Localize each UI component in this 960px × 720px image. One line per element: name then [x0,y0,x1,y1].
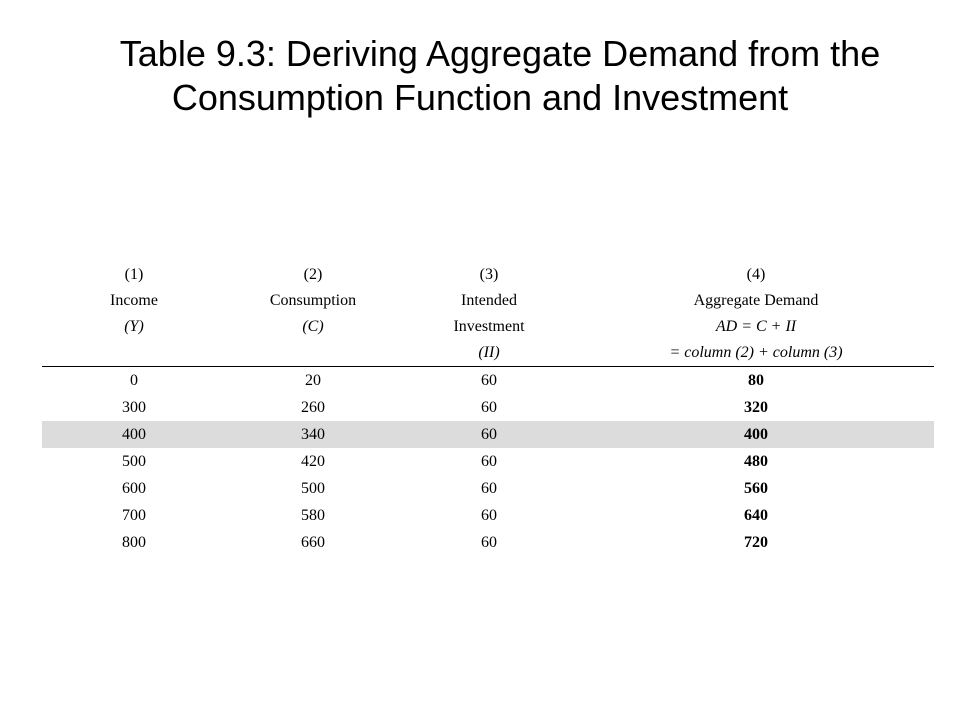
header-income: (1) Income (Y) [42,262,226,367]
header-ad-formula: AD = C + II [715,318,797,335]
cell-consumption: 500 [301,480,325,497]
title-line-2: Consumption Function and Investment [171,77,789,118]
header-investment-label: Intended [461,292,517,309]
header-investment: (3) Intended Investment (II) [400,262,578,367]
table-row: 500 420 60 480 [42,448,934,475]
header-consumption-label: Consumption [269,292,357,309]
header-consumption: (2) Consumption (C) [226,262,400,367]
header-consumption-num: (2) [303,266,323,283]
cell-aggregate-demand: 400 [578,421,934,448]
cell-aggregate-demand: 640 [744,507,768,524]
title-line-1: Table 9.3: Deriving Aggregate Demand fro… [119,33,881,74]
header-income-symbol: (Y) [124,318,144,335]
cell-investment: 60 [481,507,497,524]
table-row: 0 20 60 80 [42,367,934,395]
header-ad-formula2: = column (2) + column (3) [669,344,843,361]
cell-consumption: 420 [301,453,325,470]
cell-investment: 60 [481,453,497,470]
cell-investment: 60 [481,372,497,389]
cell-aggregate-demand: 560 [744,480,768,497]
cell-income: 300 [122,399,146,416]
slide-title: Table 9.3: Deriving Aggregate Demand fro… [0,32,960,120]
header-income-num: (1) [124,266,144,283]
cell-investment: 60 [481,534,497,551]
table-row: 600 500 60 560 [42,475,934,502]
header-aggregate-demand: (4) Aggregate Demand AD = C + II = colum… [578,262,934,367]
cell-consumption: 260 [301,399,325,416]
aggregate-demand-table: (1) Income (Y) (2) Consumption (C) (3) I… [42,262,934,556]
table-row: 700 580 60 640 [42,502,934,529]
cell-aggregate-demand: 320 [744,399,768,416]
cell-aggregate-demand: 480 [744,453,768,470]
cell-consumption: 20 [305,372,321,389]
cell-income: 700 [122,507,146,524]
table-header-row: (1) Income (Y) (2) Consumption (C) (3) I… [42,262,934,367]
table-row: 300 260 60 320 [42,394,934,421]
table-row: 800 660 60 720 [42,529,934,556]
header-ad-num: (4) [746,266,766,283]
cell-investment: 60 [481,399,497,416]
cell-consumption: 660 [301,534,325,551]
table-row-highlighted: 400 340 60 400 [42,421,934,448]
cell-consumption: 580 [301,507,325,524]
cell-investment: 60 [400,421,578,448]
header-ad-label: Aggregate Demand [693,292,819,309]
cell-income: 400 [42,421,226,448]
cell-income: 600 [122,480,146,497]
cell-consumption: 340 [226,421,400,448]
cell-income: 800 [122,534,146,551]
header-investment-label2: Investment [453,318,525,335]
header-consumption-symbol: (C) [302,318,324,335]
cell-investment: 60 [481,480,497,497]
header-investment-num: (3) [479,266,499,283]
header-investment-symbol: (II) [478,344,500,361]
cell-income: 0 [130,372,138,389]
cell-aggregate-demand: 80 [748,372,764,389]
cell-income: 500 [122,453,146,470]
header-income-label: Income [110,292,158,309]
cell-aggregate-demand: 720 [744,534,768,551]
